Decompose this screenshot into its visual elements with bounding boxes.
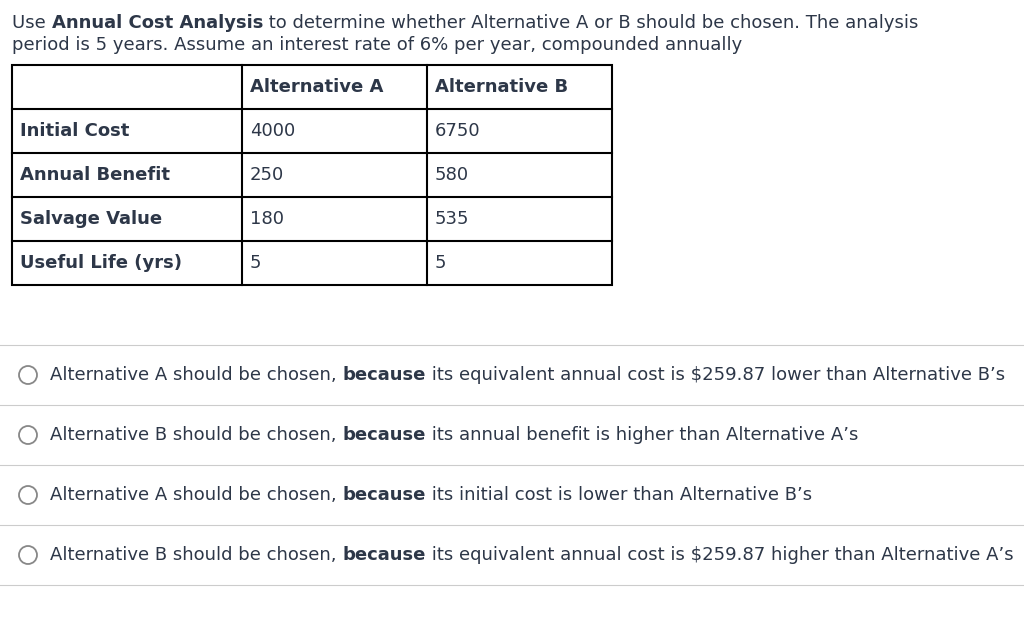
Text: its equivalent annual cost is $259.87 higher than Alternative A’s: its equivalent annual cost is $259.87 hi…: [426, 546, 1014, 564]
Text: Alternative A: Alternative A: [250, 78, 383, 96]
Text: to determine whether Alternative A or B should be chosen. The analysis: to determine whether Alternative A or B …: [263, 14, 919, 32]
Text: its annual benefit is higher than Alternative A’s: its annual benefit is higher than Altern…: [426, 426, 858, 444]
Text: Initial Cost: Initial Cost: [20, 122, 129, 140]
Text: Alternative B: Alternative B: [435, 78, 568, 96]
Text: its initial cost is lower than Alternative B’s: its initial cost is lower than Alternati…: [426, 486, 812, 504]
Text: Alternative B should be chosen,: Alternative B should be chosen,: [50, 426, 342, 444]
Text: Alternative A should be chosen,: Alternative A should be chosen,: [50, 366, 342, 384]
Text: Use: Use: [12, 14, 51, 32]
Text: Alternative B should be chosen,: Alternative B should be chosen,: [50, 546, 342, 564]
Text: because: because: [342, 426, 426, 444]
Text: 5: 5: [250, 254, 261, 272]
Text: because: because: [342, 366, 426, 384]
Text: period is 5 years. Assume an interest rate of 6% per year, compounded annually: period is 5 years. Assume an interest ra…: [12, 36, 742, 54]
Text: 5: 5: [435, 254, 446, 272]
Text: Salvage Value: Salvage Value: [20, 210, 162, 228]
Text: Annual Cost Analysis: Annual Cost Analysis: [51, 14, 263, 32]
Bar: [12, 65, 612, 285]
Text: 6750: 6750: [435, 122, 480, 140]
Text: because: because: [342, 546, 426, 564]
Text: Useful Life (yrs): Useful Life (yrs): [20, 254, 182, 272]
Text: 580: 580: [435, 166, 469, 184]
Text: 535: 535: [435, 210, 469, 228]
Text: 250: 250: [250, 166, 285, 184]
Text: Alternative A should be chosen,: Alternative A should be chosen,: [50, 486, 342, 504]
Text: 4000: 4000: [250, 122, 295, 140]
Text: its equivalent annual cost is $259.87 lower than Alternative B’s: its equivalent annual cost is $259.87 lo…: [426, 366, 1005, 384]
Text: because: because: [342, 486, 426, 504]
Text: Annual Benefit: Annual Benefit: [20, 166, 170, 184]
Text: 180: 180: [250, 210, 284, 228]
